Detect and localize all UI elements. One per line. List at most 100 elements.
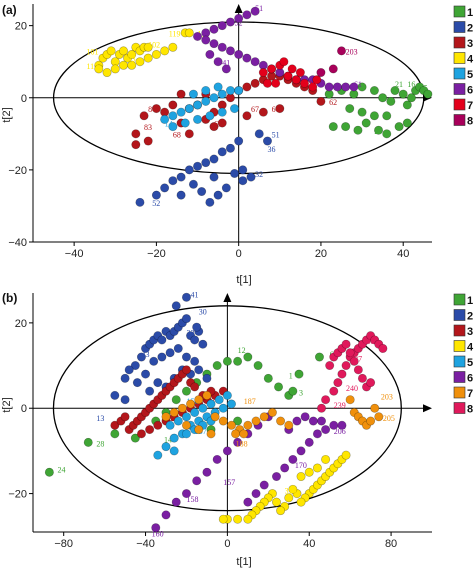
- data-point: [205, 197, 215, 207]
- legend-swatch: [453, 5, 466, 18]
- data-point: [369, 111, 379, 121]
- data-point: [209, 154, 219, 164]
- data-point: [181, 386, 191, 396]
- data-point: [317, 403, 327, 413]
- data-point: [201, 96, 211, 106]
- data-point: [192, 322, 202, 332]
- data-point: [145, 386, 155, 396]
- legend-label: 3: [467, 326, 473, 338]
- data-point: [110, 420, 120, 430]
- data-point: [83, 437, 93, 447]
- data-point: [213, 190, 223, 200]
- data-point: [212, 361, 222, 371]
- legend-swatch: [453, 355, 466, 368]
- data-point: [374, 412, 384, 422]
- data-point: [132, 378, 142, 388]
- data-point: [212, 454, 222, 464]
- data-point: [143, 136, 153, 146]
- data-point: [194, 425, 204, 435]
- data-point: [274, 382, 284, 392]
- data-point: [197, 187, 207, 197]
- data-point: [118, 60, 128, 70]
- data-point: [262, 78, 272, 88]
- data-point: [382, 111, 392, 121]
- x-tick-label: 0: [236, 248, 242, 260]
- data-point: [181, 489, 191, 499]
- data-point: [218, 403, 228, 413]
- data-point: [321, 454, 331, 464]
- point-label: 310: [285, 487, 297, 496]
- data-point: [181, 352, 191, 362]
- data-point: [276, 416, 286, 426]
- panel-a-ylabel: t[2]: [1, 107, 13, 122]
- point-label: 21: [395, 80, 403, 89]
- data-point: [181, 412, 191, 422]
- data-point: [118, 46, 128, 56]
- data-point: [120, 395, 130, 405]
- data-point: [254, 129, 264, 139]
- data-point: [201, 86, 211, 96]
- data-point: [161, 510, 171, 520]
- data-point: [259, 412, 269, 422]
- data-point: [139, 111, 149, 121]
- data-point: [317, 416, 327, 426]
- data-point: [186, 399, 196, 409]
- point-label: 101: [86, 47, 98, 56]
- panel-b-label: (b): [2, 291, 17, 305]
- point-label: 62: [329, 98, 337, 107]
- data-point: [226, 420, 236, 430]
- data-point: [349, 82, 359, 92]
- legend-swatch: [453, 36, 466, 49]
- data-point: [181, 292, 191, 302]
- data-point: [382, 129, 392, 139]
- data-point: [250, 57, 260, 67]
- data-point: [171, 395, 181, 405]
- data-point: [366, 416, 376, 426]
- data-point: [225, 17, 235, 27]
- data-point: [333, 378, 343, 388]
- data-point: [292, 416, 302, 426]
- data-point: [283, 71, 293, 81]
- data-point: [287, 64, 297, 74]
- data-point: [217, 107, 227, 117]
- data-point: [294, 369, 304, 379]
- data-point: [280, 463, 290, 473]
- data-point: [190, 407, 200, 417]
- y-tick-label: −20: [8, 489, 27, 501]
- data-point: [291, 75, 301, 85]
- legend-swatch: [453, 21, 466, 33]
- point-label: 117: [86, 62, 98, 71]
- point-label: 14: [165, 120, 173, 129]
- data-point: [316, 68, 326, 78]
- legend-label: 8: [467, 404, 473, 416]
- data-point: [279, 57, 289, 67]
- data-point: [284, 493, 294, 503]
- x-tick-label: 20: [315, 248, 327, 260]
- data-point: [153, 450, 163, 460]
- x-tick-label: 40: [397, 248, 409, 260]
- point-label: 66: [272, 105, 280, 114]
- data-point: [329, 386, 339, 396]
- point-label: 32: [255, 170, 263, 179]
- legend-label: 5: [467, 69, 473, 81]
- legend-label: 8: [467, 116, 473, 128]
- point-label: 16: [407, 80, 415, 89]
- data-point: [190, 335, 200, 345]
- data-point: [124, 365, 134, 375]
- legend-label: 1: [467, 295, 473, 307]
- data-point: [308, 82, 318, 92]
- legend-label: 6: [467, 373, 473, 385]
- data-point: [234, 86, 244, 96]
- panel-b-ylabel: t[2]: [1, 397, 13, 412]
- series-4: 10111911110293117: [86, 28, 209, 78]
- point-label: 28: [96, 440, 104, 449]
- x-tick-label: 40: [303, 538, 315, 550]
- x-arrow-icon: [423, 404, 432, 413]
- data-point: [188, 179, 198, 189]
- data-point: [423, 89, 433, 99]
- data-point: [353, 125, 363, 135]
- point-label: 22: [170, 414, 178, 423]
- data-point: [234, 136, 244, 146]
- point-label: 30: [199, 307, 207, 316]
- data-point: [246, 172, 256, 182]
